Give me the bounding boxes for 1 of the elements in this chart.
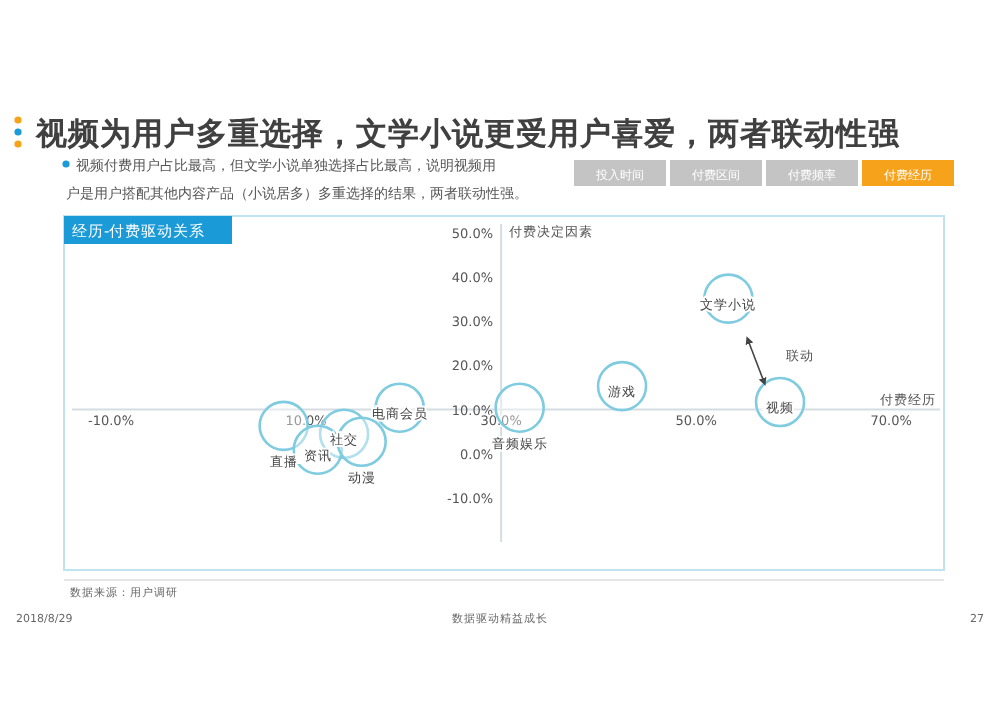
chart-title: 视频为用户多重选择，文学小说更受用户喜爱，两者联动性强 <box>34 116 902 152</box>
